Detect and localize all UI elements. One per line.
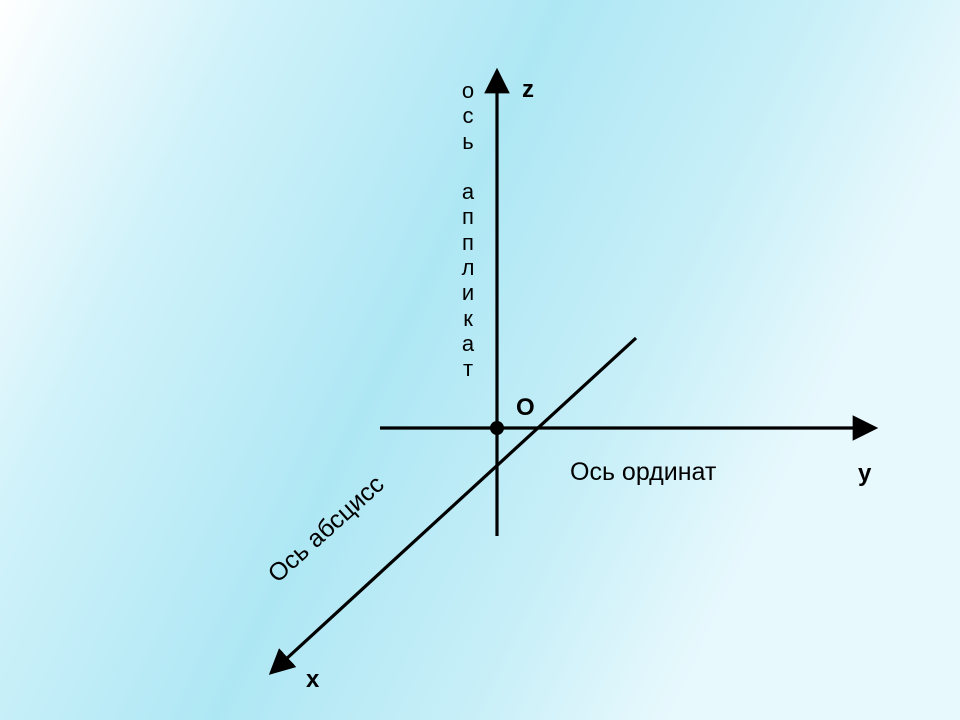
z-axis-letter: z <box>522 76 534 104</box>
x-axis-letter: х <box>306 666 319 694</box>
z-axis-name-char: а <box>462 331 474 356</box>
z-axis-name-char: о <box>462 78 474 103</box>
z-axis-name-char: п <box>462 230 474 255</box>
x-axis-line <box>272 338 636 672</box>
origin-point <box>490 421 504 435</box>
z-axis-name-char: а <box>462 179 474 204</box>
z-axis-name-char: ь <box>462 129 473 154</box>
z-axis-name-char: к <box>463 306 473 331</box>
z-axis-name-char: л <box>462 255 475 280</box>
z-axis-name-char: и <box>462 280 474 305</box>
axes-svg <box>0 0 960 720</box>
y-axis-letter: у <box>858 460 871 488</box>
z-axis-name: ось аппликат <box>456 78 480 382</box>
y-axis-name: Ось ординат <box>570 458 716 487</box>
origin-label: О <box>516 394 535 422</box>
z-axis-name-char: т <box>463 356 473 381</box>
coordinate-system-diagram: z у х О Ось ординат Ось абсцисс ось аппл… <box>0 0 960 720</box>
z-axis-name-char <box>465 154 471 179</box>
z-axis-name-char: с <box>463 103 474 128</box>
z-axis-name-char: п <box>462 204 474 229</box>
